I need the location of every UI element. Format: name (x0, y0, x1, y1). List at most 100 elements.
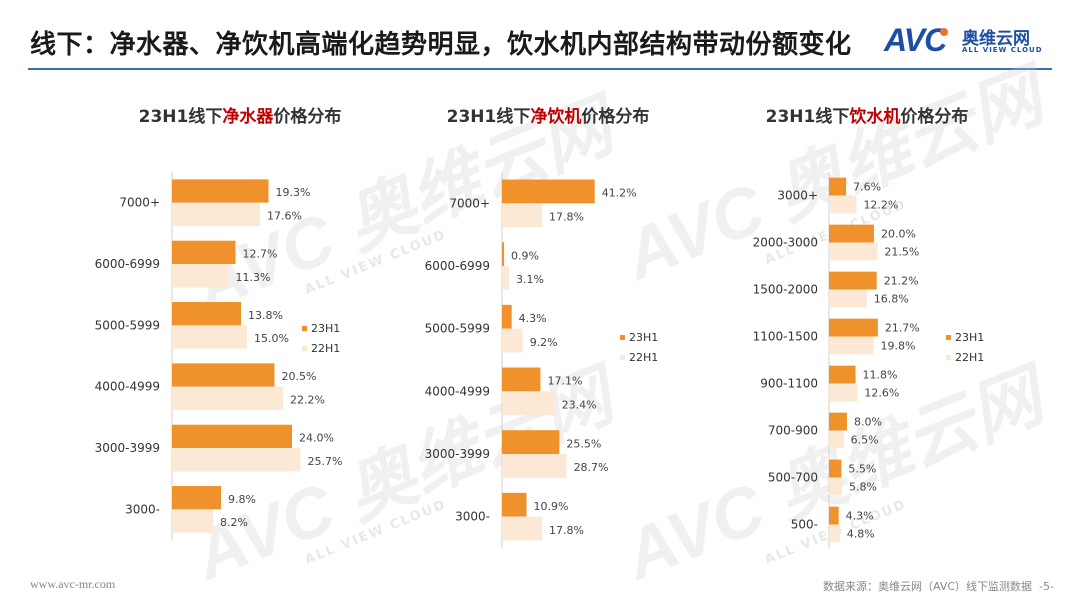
bar-22h1 (829, 289, 867, 308)
category-label: 5000-5999 (425, 322, 490, 336)
bar-23h1 (502, 304, 512, 329)
legend-label-23h1: 23H1 (955, 331, 984, 344)
bar-23h1 (829, 224, 874, 243)
bar-22h1 (172, 386, 283, 410)
legend-label-22h1: 22H1 (955, 351, 984, 364)
category-label: 7000+ (449, 196, 490, 210)
bar-23h1 (829, 459, 842, 478)
category-label: 2000-3000 (753, 236, 818, 250)
bar-22h1 (172, 448, 301, 472)
bar-23h1 (502, 179, 595, 204)
bar-22h1 (829, 477, 843, 496)
bar-23h1 (829, 318, 878, 337)
data-label-23h1: 41.2% (602, 187, 637, 200)
category-label: 700-900 (768, 424, 818, 438)
logo-cn-text: 奥维云网 (962, 29, 1030, 49)
logo-mark: AVC (884, 22, 947, 58)
chart-title-prefix: 23H1线下 (766, 106, 850, 127)
data-label-23h1: 0.9% (511, 249, 539, 262)
chart-title-suffix: 价格分布 (273, 106, 341, 127)
data-label-22h1: 19.8% (881, 339, 916, 352)
bar-23h1 (172, 363, 275, 387)
data-label-23h1: 4.3% (846, 509, 874, 522)
data-label-23h1: 5.5% (848, 462, 876, 475)
bar-22h1 (502, 516, 543, 541)
bar-23h1 (172, 486, 221, 510)
legend-swatch-23h1 (302, 326, 307, 331)
chart-title: 23H1线下饮水机价格分布 (766, 106, 969, 127)
data-label-23h1: 13.8% (248, 309, 283, 322)
category-label: 3000- (455, 510, 490, 524)
data-label-22h1: 17.8% (549, 524, 584, 537)
chart-title: 23H1线下净饮机价格分布 (447, 106, 650, 127)
bar-22h1 (502, 391, 555, 416)
category-label: 6000-6999 (425, 259, 490, 273)
data-label-22h1: 15.0% (254, 332, 289, 345)
chart-title-prefix: 23H1线下 (139, 106, 223, 127)
legend-label-22h1: 22H1 (311, 342, 340, 355)
data-label-22h1: 9.2% (530, 336, 558, 349)
category-label: 3000+ (777, 189, 818, 203)
data-label-23h1: 11.8% (863, 368, 898, 381)
data-label-22h1: 12.2% (863, 198, 898, 211)
category-label: 3000- (125, 502, 160, 516)
bar-23h1 (829, 177, 847, 196)
footer-page-number: -5- (1039, 580, 1054, 593)
bar-22h1 (829, 430, 844, 449)
data-label-23h1: 10.9% (534, 500, 569, 513)
chart-title-highlight: 净水器 (222, 106, 274, 127)
chart-title-highlight: 饮水机 (848, 106, 900, 127)
data-label-22h1: 22.2% (290, 393, 325, 406)
data-label-22h1: 16.8% (874, 292, 909, 305)
bar-22h1 (829, 242, 878, 261)
data-label-22h1: 28.7% (574, 461, 609, 474)
data-label-23h1: 9.8% (228, 493, 256, 506)
legend-swatch-22h1 (620, 355, 625, 360)
category-label: 4000-4999 (95, 380, 160, 394)
bar-22h1 (502, 328, 523, 353)
data-label-23h1: 24.0% (299, 431, 334, 444)
data-label-22h1: 25.7% (308, 455, 343, 468)
bar-22h1 (502, 454, 567, 478)
bar-22h1 (172, 325, 247, 349)
bar-22h1 (172, 202, 260, 226)
data-label-22h1: 23.4% (562, 398, 597, 411)
legend-swatch-23h1 (620, 335, 625, 340)
data-label-23h1: 4.3% (519, 312, 547, 325)
bar-22h1 (502, 266, 509, 290)
bar-23h1 (829, 412, 847, 431)
data-label-23h1: 21.7% (885, 321, 920, 334)
data-label-22h1: 4.8% (847, 527, 875, 540)
data-label-22h1: 3.1% (516, 273, 544, 286)
bar-23h1 (172, 179, 269, 203)
legend-label-23h1: 23H1 (629, 331, 658, 344)
data-label-23h1: 17.1% (547, 375, 582, 388)
page-title: 线下：净水器、净饮机高端化趋势明显，饮水机内部结构带动份额变化 (30, 30, 852, 60)
legend-swatch-22h1 (946, 355, 951, 360)
data-label-22h1: 12.6% (864, 386, 899, 399)
bar-22h1 (829, 383, 858, 402)
data-label-23h1: 8.0% (854, 415, 882, 428)
category-label: 1500-2000 (753, 283, 818, 297)
category-label: 3000-3999 (425, 447, 490, 461)
category-label: 5000-5999 (95, 318, 160, 332)
bar-23h1 (172, 424, 292, 448)
category-label: 1100-1500 (753, 330, 818, 344)
bar-23h1 (829, 365, 856, 384)
bar-22h1 (829, 336, 874, 355)
bar-22h1 (172, 509, 213, 533)
data-label-22h1: 17.8% (549, 210, 584, 223)
bar-22h1 (502, 203, 543, 228)
data-label-23h1: 20.5% (282, 370, 317, 383)
category-label: 500-700 (768, 471, 818, 485)
legend-label-23h1: 23H1 (311, 322, 340, 335)
chart-title-suffix: 价格分布 (581, 106, 649, 127)
category-label: 3000-3999 (95, 441, 160, 455)
footer-website: www.avc-mr.com (30, 577, 116, 591)
bar-22h1 (172, 264, 229, 288)
bar-22h1 (829, 195, 857, 214)
bar-23h1 (502, 492, 527, 517)
footer-source: 数据来源：奥维云网（AVC）线下监测数据 -5- (823, 578, 1054, 594)
chart-title-suffix: 价格分布 (900, 106, 968, 127)
